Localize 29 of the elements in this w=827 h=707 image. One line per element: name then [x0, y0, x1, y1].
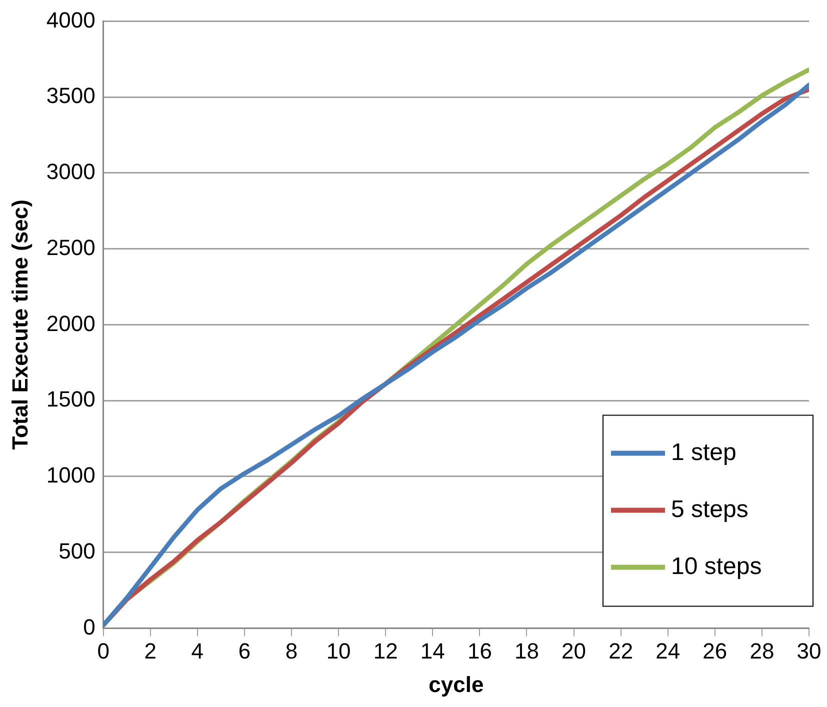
legend-label: 5 steps: [671, 496, 748, 523]
legend-label: 1 step: [671, 438, 736, 466]
x-tick-label: 26: [702, 638, 728, 664]
x-tick-label: 14: [420, 638, 445, 664]
legend-label: 10 steps: [671, 552, 762, 580]
y-tick-label: 1000: [46, 462, 96, 488]
x-tick-label: 30: [796, 638, 822, 664]
y-tick-label: 4000: [46, 7, 96, 32]
y-tick-label: 1500: [46, 386, 96, 412]
y-tick-label: 3500: [46, 83, 96, 108]
x-tick-label: 20: [562, 638, 586, 664]
x-tick-label: 12: [373, 638, 398, 664]
y-tick-label: 500: [58, 538, 96, 564]
y-tick-label: 0: [83, 614, 96, 640]
y-axis-title: Total Execute time (sec): [7, 200, 32, 450]
x-tick-label: 16: [467, 638, 492, 664]
x-axis-title: cycle: [428, 672, 484, 697]
y-tick-label: 2000: [46, 310, 96, 336]
x-tick-label: 2: [144, 638, 157, 664]
x-tick-label: 18: [514, 638, 539, 664]
x-tick-label: 28: [750, 638, 774, 664]
x-tick-label: 6: [238, 638, 251, 664]
x-tick-label: 10: [326, 638, 351, 664]
y-tick-label: 2500: [46, 234, 96, 260]
x-tick-label: 24: [656, 638, 680, 664]
y-tick-label: 3000: [46, 159, 96, 184]
x-tick-label: 4: [191, 638, 204, 664]
x-tick-label: 22: [608, 638, 634, 664]
x-tick-label: 8: [285, 638, 298, 664]
